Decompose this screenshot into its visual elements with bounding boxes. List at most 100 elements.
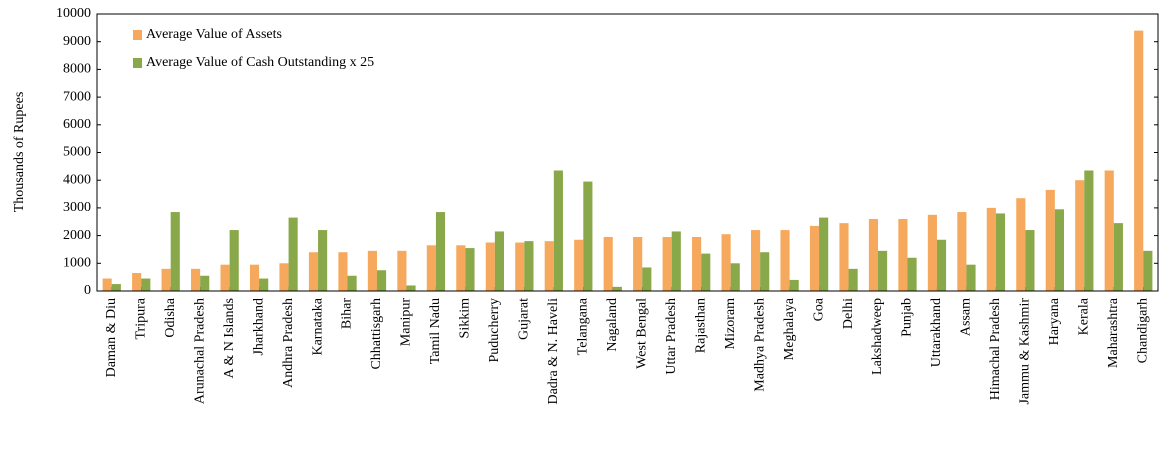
bar bbox=[583, 181, 593, 291]
x-tick-label: Chhattisgarh bbox=[369, 298, 384, 370]
bar bbox=[111, 284, 121, 291]
bar bbox=[878, 250, 888, 291]
bar bbox=[1045, 189, 1055, 291]
x-tick-label: Tamil Nadu bbox=[428, 298, 443, 364]
x-tick-label: Maharashtra bbox=[1106, 297, 1121, 368]
plot-frame bbox=[96, 13, 1159, 292]
bar bbox=[692, 236, 702, 291]
bar bbox=[102, 278, 112, 291]
x-tick-label: Andhra Pradesh bbox=[281, 298, 296, 388]
bar bbox=[1104, 170, 1114, 291]
x-tick-label: A & N Islands bbox=[222, 298, 237, 379]
bar bbox=[730, 263, 740, 291]
legend-label: Average Value of Cash Outstanding x 25 bbox=[146, 55, 374, 70]
y-tick-label: 0 bbox=[84, 283, 91, 298]
y-tick-label: 6000 bbox=[63, 117, 91, 132]
bar bbox=[750, 230, 761, 291]
x-tick-label: Himachal Pradesh bbox=[988, 298, 1003, 400]
x-tick-label: Daman & Diu bbox=[104, 298, 119, 377]
x-tick-label: Uttar Pradesh bbox=[664, 298, 679, 375]
bar bbox=[465, 248, 475, 291]
bar bbox=[220, 264, 230, 291]
x-tick-label: Nagaland bbox=[605, 298, 620, 352]
x-tick-label: Madhya Pradesh bbox=[752, 298, 767, 392]
legend-label: Average Value of Assets bbox=[146, 27, 282, 42]
bar bbox=[200, 275, 210, 291]
bar bbox=[338, 252, 348, 291]
bar bbox=[839, 223, 849, 291]
bar bbox=[1075, 180, 1085, 291]
bar bbox=[1016, 198, 1026, 291]
bar bbox=[662, 236, 672, 291]
x-tick-label: Lakshadweep bbox=[870, 298, 885, 375]
x-tick-label: Tripura bbox=[133, 297, 148, 339]
bar bbox=[574, 239, 584, 291]
bar bbox=[868, 218, 879, 291]
bar bbox=[780, 230, 790, 291]
bar bbox=[376, 270, 387, 291]
bar bbox=[671, 231, 681, 291]
bar bbox=[435, 212, 446, 291]
x-tick-label: Bihar bbox=[340, 298, 355, 329]
bar bbox=[642, 267, 652, 291]
bar bbox=[966, 264, 976, 291]
x-tick-label: West Bengal bbox=[634, 298, 649, 369]
bar bbox=[347, 275, 357, 291]
bar bbox=[191, 268, 201, 291]
bar bbox=[161, 268, 171, 291]
x-tick-label: Meghalaya bbox=[782, 297, 797, 360]
bar bbox=[789, 279, 799, 291]
bar bbox=[809, 225, 820, 291]
bar bbox=[170, 212, 180, 291]
bar bbox=[936, 239, 947, 291]
bar bbox=[259, 278, 269, 291]
bar bbox=[721, 234, 731, 291]
x-tick-label: Punjab bbox=[900, 298, 915, 337]
bar bbox=[318, 230, 328, 291]
legend-swatch bbox=[133, 30, 142, 40]
bar bbox=[760, 252, 770, 291]
bar bbox=[957, 212, 967, 291]
x-tick-label: Haryana bbox=[1047, 297, 1062, 345]
x-tick-label: Mizoram bbox=[723, 298, 738, 349]
y-tick-label: 5000 bbox=[63, 145, 91, 160]
bar bbox=[927, 214, 937, 291]
bar bbox=[1113, 223, 1123, 291]
bar bbox=[603, 236, 613, 291]
x-tick-label: Chandigarh bbox=[1135, 298, 1150, 363]
x-tick-label: Uttarakhand bbox=[929, 298, 944, 367]
bar bbox=[553, 170, 563, 291]
x-tick-label: Karnataka bbox=[310, 297, 325, 355]
y-tick-label: 10000 bbox=[56, 6, 91, 21]
bar bbox=[406, 285, 416, 291]
bar bbox=[1134, 30, 1144, 292]
x-tick-label: Rajasthan bbox=[693, 298, 708, 353]
y-tick-label: 2000 bbox=[63, 228, 91, 243]
x-tick-label: Manipur bbox=[399, 298, 414, 347]
bar bbox=[544, 241, 554, 291]
x-tick-label: Gujarat bbox=[517, 298, 532, 340]
x-tick-label: Kerala bbox=[1077, 297, 1092, 335]
bar bbox=[308, 252, 319, 291]
x-tick-label: Assam bbox=[959, 298, 974, 336]
y-tick-label: 4000 bbox=[63, 172, 91, 187]
bar bbox=[229, 230, 239, 291]
bar bbox=[397, 250, 407, 291]
x-tick-label: Dadra & N. Haveli bbox=[546, 298, 561, 405]
bar bbox=[1143, 250, 1153, 291]
bar bbox=[986, 207, 996, 291]
x-tick-label: Sikkim bbox=[458, 298, 473, 339]
x-tick-label: Jharkhand bbox=[251, 298, 266, 356]
y-tick-label: 3000 bbox=[63, 200, 91, 215]
bar bbox=[288, 217, 298, 291]
bar bbox=[898, 218, 908, 291]
x-tick-label: Puducherry bbox=[487, 298, 502, 363]
bar bbox=[819, 217, 829, 291]
x-tick-label: Arunachal Pradesh bbox=[192, 298, 207, 404]
legend-swatch bbox=[133, 58, 142, 68]
bar bbox=[995, 213, 1006, 291]
x-tick-label: Telangana bbox=[576, 297, 591, 355]
bar bbox=[515, 242, 525, 291]
bar bbox=[279, 263, 289, 291]
